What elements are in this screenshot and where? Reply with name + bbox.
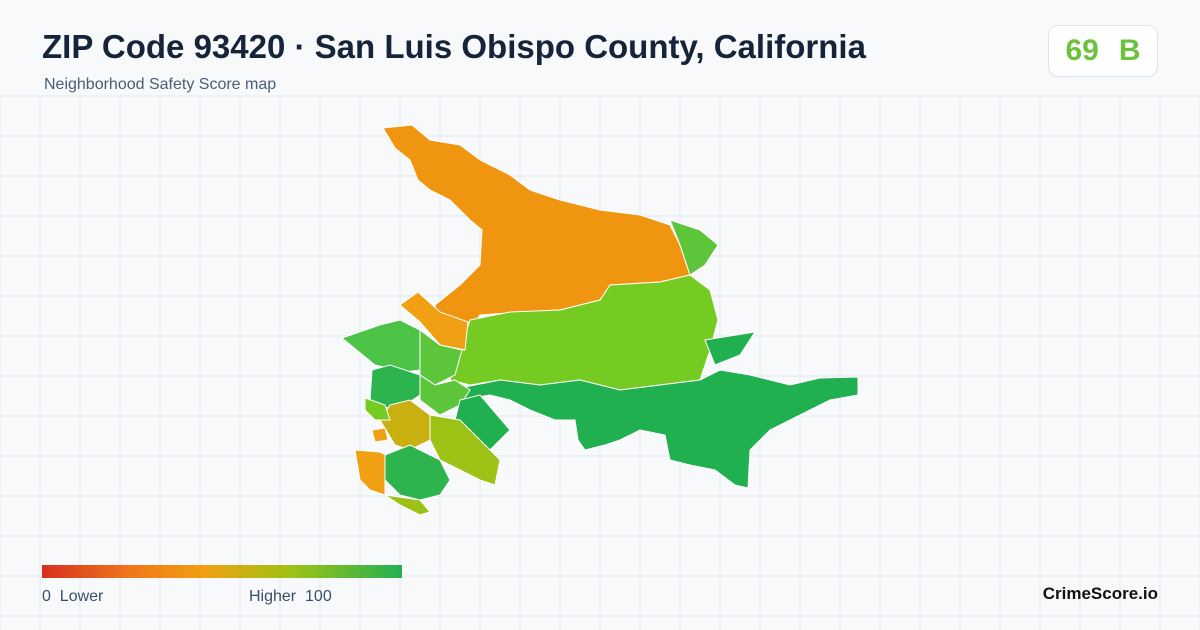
score-badge: 69 B [1048,25,1158,77]
title: ZIP Code 93420 · San Luis Obispo County,… [42,28,866,65]
legend-max: Higher 100 [249,588,332,606]
subtitle: Neighborhood Safety Score map [44,76,277,93]
area [429,414,501,486]
score-grade: B [1118,34,1141,67]
brand: CrimeScore.io [1042,584,1158,603]
zip-areas [340,124,859,516]
area [364,397,391,421]
legend-min-label: Lower [59,588,104,605]
area [384,444,451,501]
area [449,274,719,391]
score-value: 69 [1065,34,1099,67]
legend-min: 0 Lower [42,588,103,606]
area [379,399,431,451]
legend-max-value: 100 [305,588,332,605]
area [669,219,719,276]
legend-max-label: Higher [249,588,297,605]
area [371,427,389,443]
legend-gradient [42,565,402,578]
area [399,291,469,351]
area [340,319,431,373]
area [448,369,859,489]
area [384,494,431,516]
area [419,374,471,416]
area [704,331,757,366]
legend-min-value: 0 [42,588,51,605]
